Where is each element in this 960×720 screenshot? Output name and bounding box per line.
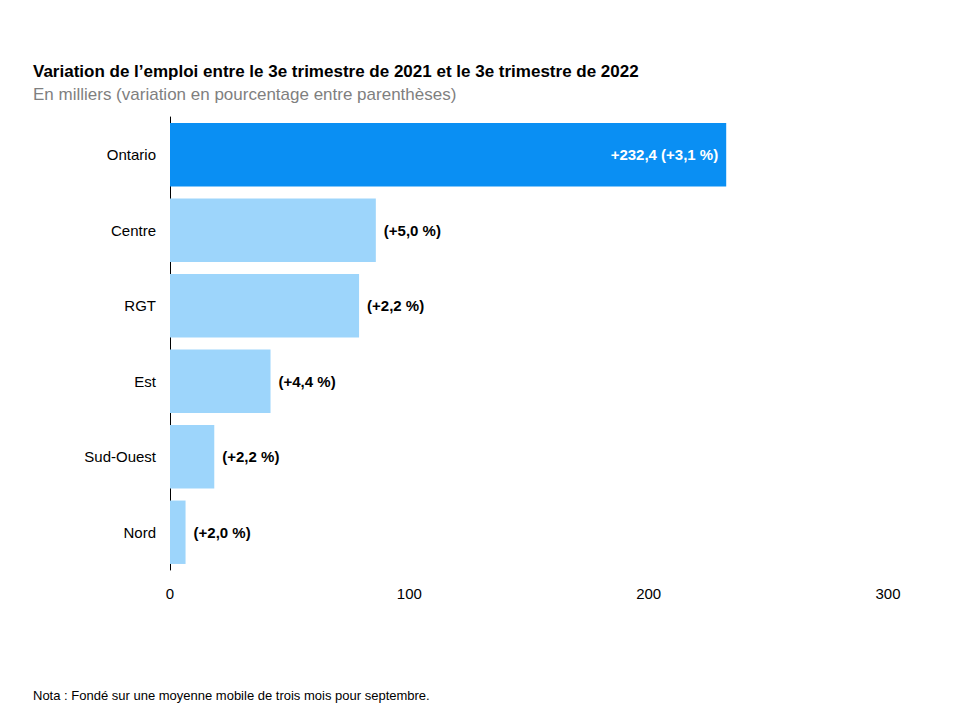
svg-text:Est: Est (134, 373, 157, 390)
svg-text:RGT: RGT (124, 297, 156, 314)
svg-text:(+4,4 %): (+4,4 %) (279, 373, 336, 390)
svg-text:200: 200 (636, 585, 661, 602)
svg-text:(+2,2 %): (+2,2 %) (367, 297, 424, 314)
svg-text:300: 300 (875, 585, 900, 602)
svg-text:Sud-Ouest: Sud-Ouest (84, 448, 157, 465)
svg-text:(+2,2 %): (+2,2 %) (222, 448, 279, 465)
svg-text:Variation de l’emploi entre le: Variation de l’emploi entre le 3e trimes… (33, 62, 639, 81)
svg-text:100: 100 (397, 585, 422, 602)
svg-text:Nord: Nord (123, 524, 156, 541)
svg-text:Centre: Centre (111, 222, 156, 239)
svg-text:(+5,0 %): (+5,0 %) (384, 222, 441, 239)
svg-text:+232,4 (+3,1 %): +232,4 (+3,1 %) (611, 146, 719, 163)
svg-text:Nota : Fondé sur une moyenne m: Nota : Fondé sur une moyenne mobile de t… (33, 688, 430, 703)
svg-text:(+2,0 %): (+2,0 %) (194, 524, 251, 541)
svg-text:En milliers (variation en pour: En milliers (variation en pourcentage en… (33, 85, 456, 104)
svg-text:Ontario: Ontario (107, 146, 156, 163)
svg-text:0: 0 (166, 585, 174, 602)
